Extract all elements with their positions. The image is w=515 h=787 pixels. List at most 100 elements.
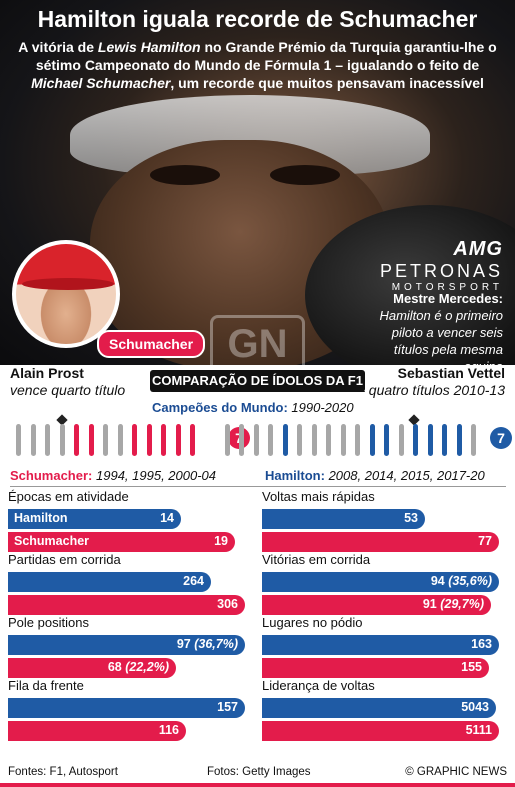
- stat-block: Voltas mais rápidas 53 77: [262, 488, 507, 552]
- title-year-bar: [16, 424, 21, 456]
- right-eye: [270, 165, 340, 185]
- title-year-bar: [456, 424, 462, 456]
- schumacher-years: Schumacher: 1994, 1995, 2000-04: [10, 468, 216, 483]
- footer-credit: © GRAPHIC NEWS: [405, 766, 507, 778]
- schumacher-bar-row: Schumacher 19: [8, 532, 253, 552]
- schumacher-bar-row: 306: [8, 595, 253, 615]
- title-year-bar: [117, 424, 123, 456]
- hamilton-bar: [262, 572, 499, 592]
- schumacher-bar: [262, 721, 499, 741]
- title-year-bar: [427, 424, 433, 456]
- page-subtitle: A vitória de Lewis Hamilton no Grande Pr…: [18, 39, 497, 91]
- stat-block: Lugares no pódio 163 155: [262, 614, 507, 678]
- title-year-bar: [224, 424, 230, 456]
- amg-petronas-logo: AMG PETRONAS MOTORSPORT: [380, 238, 503, 293]
- stat-label: Partidas em corrida: [8, 552, 121, 567]
- stat-label: Voltas mais rápidas: [262, 489, 375, 504]
- title-year-bar: [253, 424, 259, 456]
- hamilton-bar-row: 264: [8, 572, 253, 592]
- title-year-bar: [282, 424, 288, 456]
- vettel-annotation: Sebastian Vettel – quatro títulos 2010-13: [357, 365, 505, 398]
- stat-block: Épocas em atividade Hamilton 14 Schumacher 1…: [8, 488, 253, 552]
- schumacher-photo: [16, 244, 116, 344]
- title-year-bar: [239, 424, 244, 456]
- title-year-bar: [190, 424, 195, 456]
- title-year-bar: [59, 424, 65, 456]
- title-year-bar: [340, 424, 346, 456]
- graphic-news-watermark: GN: [210, 315, 305, 375]
- title-year-bar: [398, 424, 404, 456]
- schumacher-value: 68 (22,2%): [107, 660, 169, 674]
- stat-label: Lugares no pódio: [262, 615, 363, 630]
- schumacher-bar: [8, 721, 186, 741]
- bottom-border: [0, 783, 515, 787]
- schumacher-bar-row: 68 (22,2%): [8, 658, 253, 678]
- hamilton-bar-row: 163: [262, 635, 507, 655]
- comparison-band: COMPARAÇÃO DE ÍDOLOS DA F1: [150, 370, 365, 392]
- title-year-bar: [103, 424, 108, 456]
- title-year-bar: [74, 424, 79, 456]
- title-year-bar: [471, 424, 476, 456]
- title-year-bar: [45, 424, 50, 456]
- titles-timeline: 7 7: [10, 414, 512, 466]
- schumacher-bar-row: 116: [8, 721, 253, 741]
- hamilton-value: 163: [471, 637, 492, 651]
- hamilton-bar-row: 5043: [262, 698, 507, 718]
- hamilton-value: 264: [183, 574, 204, 588]
- schumacher-value: 19: [214, 534, 228, 548]
- helmet-shape: [305, 205, 515, 365]
- schumacher-label: Schumacher: [97, 330, 206, 358]
- hamilton-title-count: 7: [490, 427, 512, 449]
- title-year-bar: [268, 424, 273, 456]
- prost-annotation: Alain Prost vence quarto título: [10, 365, 126, 398]
- title-year-bar: [413, 424, 418, 456]
- title-year-bar: [30, 424, 36, 456]
- title-year-bar: [175, 424, 181, 456]
- schumacher-value: 306: [217, 597, 238, 611]
- hamilton-bar-row: 53: [262, 509, 507, 529]
- title-year-bar: [311, 424, 317, 456]
- stat-block: Pole positions 97 (36,7%) 68 (22,2%): [8, 614, 253, 678]
- left-eye: [150, 165, 220, 185]
- schumacher-bar: [262, 532, 499, 552]
- footer-photos: Fotos: Getty Images: [207, 766, 311, 778]
- divider: [10, 486, 506, 487]
- mestre-caption: Mestre Mercedes: Hamilton é o primeiro pi…: [379, 291, 503, 374]
- schumacher-bar: [8, 658, 176, 678]
- title-year-bar: [369, 424, 375, 456]
- title-year-bar: [384, 424, 389, 456]
- hamilton-bar: [8, 572, 211, 592]
- schumacher-bar: [8, 595, 245, 615]
- hamilton-value: 94 (35,6%): [430, 574, 492, 588]
- schumacher-value: 91 (29,7%): [422, 597, 484, 611]
- schumacher-bar: [262, 658, 489, 678]
- hamilton-value: 53: [404, 511, 418, 525]
- stat-label: Fila da frente: [8, 678, 84, 693]
- stat-block: Vitórias em corrida 94 (35,6%) 91 (29,7%): [262, 551, 507, 615]
- stat-block: Liderança de voltas 5043 5111: [262, 677, 507, 741]
- hamilton-value: 97 (36,7%): [176, 637, 238, 651]
- champions-caption: Campeões do Mundo: 1990-2020: [152, 400, 354, 415]
- hamilton-years: Hamilton: 2008, 2014, 2015, 2017-20: [265, 468, 485, 483]
- title-year-bar: [146, 424, 152, 456]
- hamilton-bar: [262, 635, 499, 655]
- hamilton-bar-row: 97 (36,7%): [8, 635, 253, 655]
- title-year-bar: [442, 424, 447, 456]
- schumacher-value: 5111: [465, 723, 492, 737]
- stat-label: Pole positions: [8, 615, 89, 630]
- schumacher-value: 77: [478, 534, 492, 548]
- title-year-bar: [161, 424, 166, 456]
- page-title: Hamilton iguala recorde de Schumacher: [37, 6, 478, 32]
- schumacher-bar: [8, 532, 235, 552]
- hamilton-value: 14: [160, 511, 174, 525]
- title-year-bar: [326, 424, 331, 456]
- legend-schumacher: Schumacher: [14, 534, 90, 548]
- hamilton-bar: [8, 698, 245, 718]
- schumacher-bar-row: 5111: [262, 721, 507, 741]
- hamilton-bar: [262, 509, 425, 529]
- stat-block: Partidas em corrida 264 306: [8, 551, 253, 615]
- title-year-bar: [132, 424, 137, 456]
- stat-block: Fila da frente 157 116: [8, 677, 253, 741]
- schumacher-bar: [262, 595, 491, 615]
